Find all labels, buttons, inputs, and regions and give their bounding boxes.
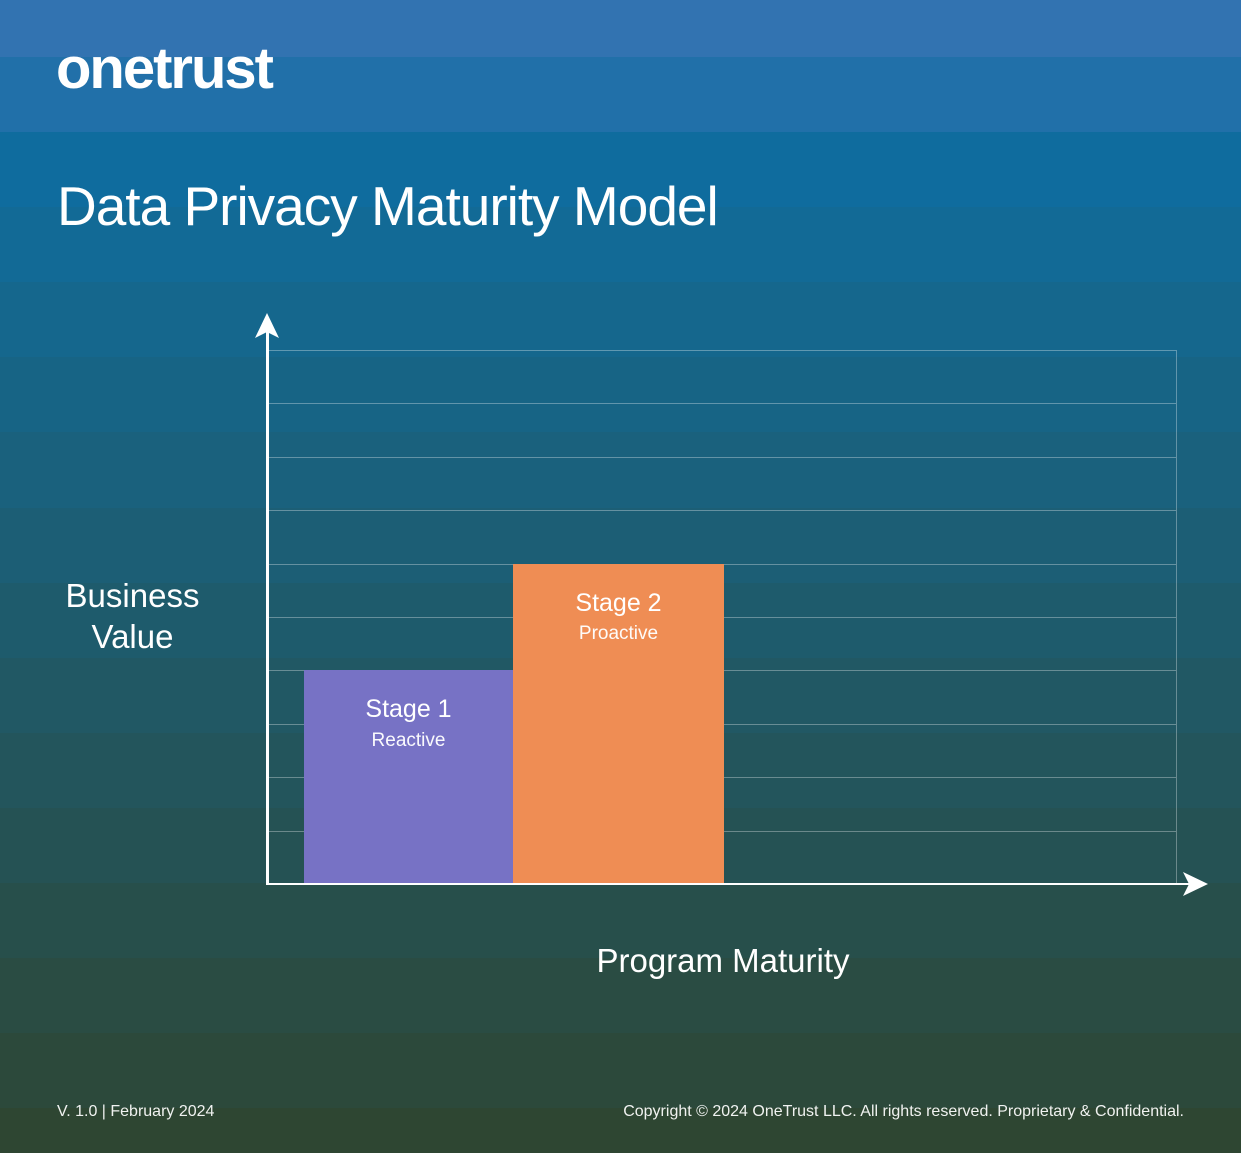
x-axis-line xyxy=(266,882,1190,885)
bar-stage-1-sublabel: Reactive xyxy=(371,730,446,752)
page-title: Data Privacy Maturity Model xyxy=(57,175,719,237)
bar-stage-2-label: Stage 2 xyxy=(575,588,662,617)
gridline xyxy=(267,350,1176,351)
bar-stage-2: Stage 2 Proactive xyxy=(513,563,724,884)
bar-stage-2-sublabel: Proactive xyxy=(578,623,659,645)
y-axis-line xyxy=(266,330,269,884)
gridline xyxy=(267,456,1176,458)
x-axis-arrow-icon xyxy=(1183,872,1208,896)
y-axis-label: Business Value xyxy=(65,577,200,655)
y-axis-arrow-icon xyxy=(255,313,279,338)
bar-stage-1-label: Stage 1 xyxy=(365,695,452,724)
gridline xyxy=(267,403,1176,405)
gridline xyxy=(267,510,1176,512)
bar-stage-1: Stage 1 Reactive xyxy=(304,670,513,884)
onetrust-logo: onetrust xyxy=(56,36,274,101)
x-axis-label: Program Maturity xyxy=(596,942,850,979)
copyright-text: Copyright © 2024 OneTrust LLC. All right… xyxy=(623,1103,1184,1120)
maturity-chart: Stage 1 Reactive Stage 2 Proactive xyxy=(267,350,1177,884)
version-text: V. 1.0 | February 2024 xyxy=(57,1103,215,1120)
